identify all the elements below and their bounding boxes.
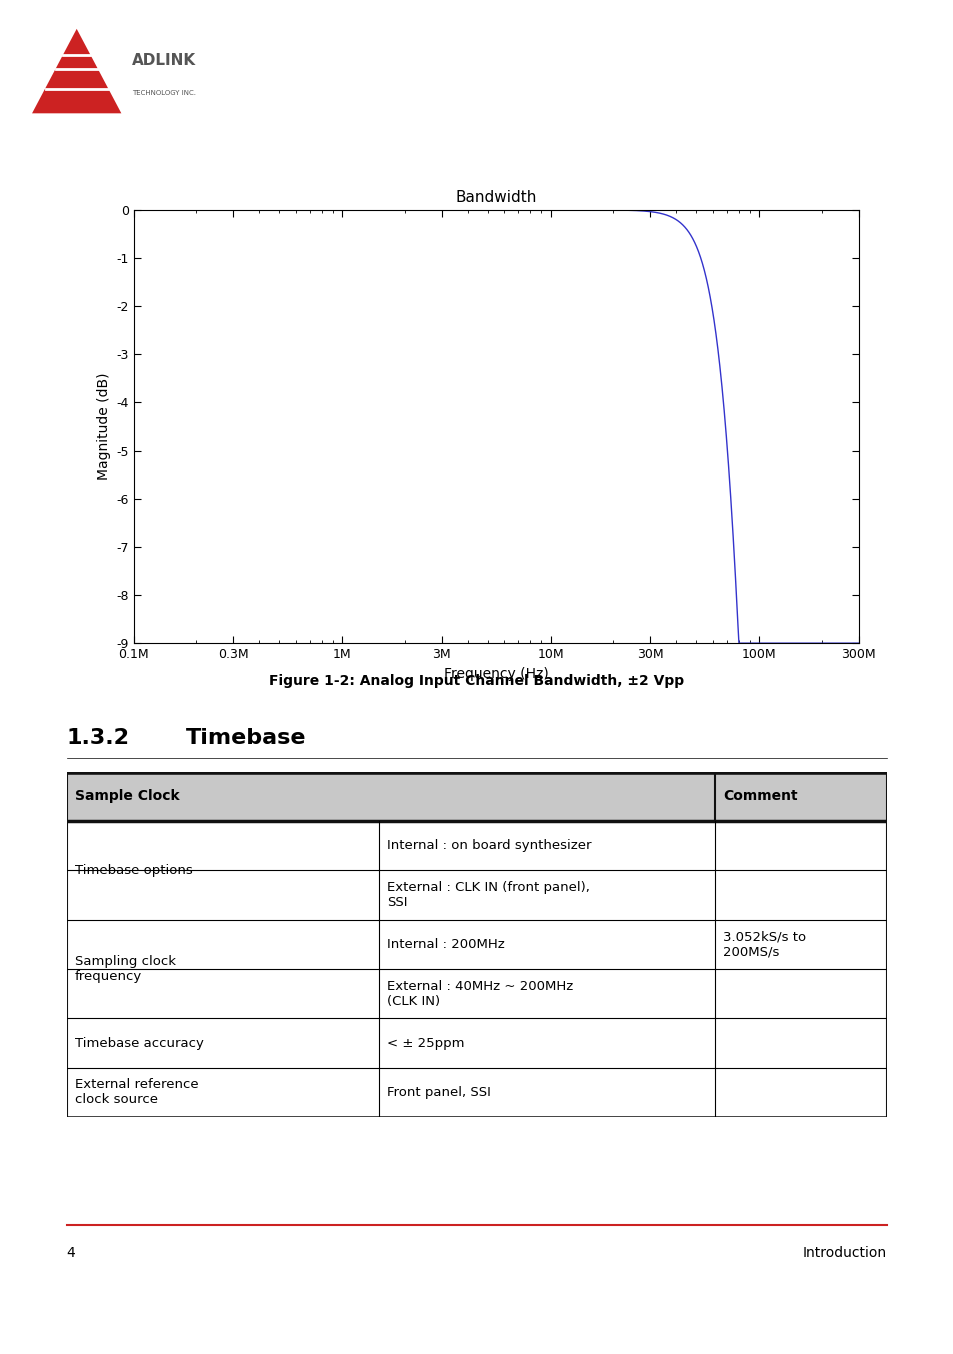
Point [708, 961, 720, 978]
Text: Comment: Comment [722, 789, 797, 803]
Text: TECHNOLOGY INC.: TECHNOLOGY INC. [132, 91, 195, 96]
Text: Internal : 200MHz: Internal : 200MHz [386, 938, 504, 951]
Point [373, 1060, 384, 1076]
Point [85, 47, 96, 64]
Point [373, 911, 384, 927]
Point [373, 862, 384, 879]
Point [708, 764, 720, 780]
Point [40, 80, 51, 96]
Text: External reference
clock source: External reference clock source [75, 1078, 198, 1106]
Y-axis label: Magnitude (dB): Magnitude (dB) [96, 372, 111, 481]
Bar [67, 772, 886, 821]
Point [373, 862, 384, 879]
Text: Timebase accuracy: Timebase accuracy [75, 1037, 204, 1049]
Point [708, 961, 720, 978]
Point [708, 1060, 720, 1076]
Point [57, 47, 69, 64]
Point [708, 911, 720, 927]
Polygon shape [32, 28, 121, 114]
Text: Front panel, SSI: Front panel, SSI [386, 1086, 490, 1099]
Title: Bandwidth: Bandwidth [455, 190, 537, 204]
Text: Internal : on board synthesizer: Internal : on board synthesizer [386, 839, 591, 852]
Point [91, 61, 103, 77]
Point [708, 911, 720, 927]
Text: ADLINK: ADLINK [132, 53, 195, 69]
Text: Sample Clock: Sample Clock [75, 789, 179, 803]
Point [373, 1010, 384, 1026]
Text: 3.052kS/s to
200MS/s: 3.052kS/s to 200MS/s [722, 930, 805, 959]
Point [708, 1109, 720, 1125]
Point [708, 862, 720, 879]
Point [373, 1010, 384, 1026]
Point [373, 1060, 384, 1076]
Point [373, 911, 384, 927]
Point [708, 812, 720, 829]
Point [373, 961, 384, 978]
Point [102, 80, 113, 96]
Text: Introduction: Introduction [802, 1246, 886, 1259]
Text: External : 40MHz ~ 200MHz
(CLK IN): External : 40MHz ~ 200MHz (CLK IN) [386, 980, 573, 1007]
Point [708, 1010, 720, 1026]
Text: Sampling clock
frequency: Sampling clock frequency [75, 955, 175, 983]
Point [50, 61, 61, 77]
Point [708, 812, 720, 829]
Point [708, 1060, 720, 1076]
Point [373, 1109, 384, 1125]
Text: 4: 4 [67, 1246, 75, 1259]
Text: 1.3.2: 1.3.2 [67, 728, 130, 749]
Point [708, 1010, 720, 1026]
Point [708, 862, 720, 879]
Text: Figure 1-2: Analog Input Channel Bandwidth, ±2 Vpp: Figure 1-2: Analog Input Channel Bandwid… [269, 674, 684, 688]
Text: < ± 25ppm: < ± 25ppm [386, 1037, 464, 1049]
Text: Timebase: Timebase [186, 728, 306, 749]
Text: External : CLK IN (front panel),
SSI: External : CLK IN (front panel), SSI [386, 881, 589, 909]
Point [373, 812, 384, 829]
Text: Timebase options: Timebase options [75, 864, 193, 877]
Point [373, 961, 384, 978]
X-axis label: Frequency (Hz): Frequency (Hz) [443, 666, 548, 681]
